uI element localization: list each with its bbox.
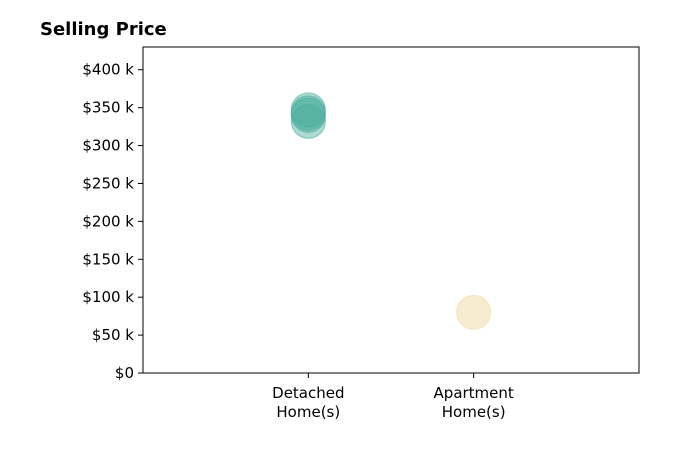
y-tick-label: $250 k [82,174,134,192]
x-tick-label: Detached Home(s) [272,384,344,421]
y-tick-label: $350 k [82,99,134,117]
chart-title: Selling Price [40,19,167,40]
x-tick-label-line: Home(s) [276,403,340,421]
y-tick-label: $300 k [82,137,134,155]
x-tick-label: Apartment Home(s) [434,384,514,421]
x-tick-label-line: Home(s) [442,403,506,421]
y-tick-label: $400 k [82,61,134,79]
y-tick-label: $50 k [92,326,134,344]
data-point [456,294,492,330]
x-tick-label-line: Apartment [434,384,514,402]
x-tick-label-line: Detached [272,384,344,402]
y-tick-label: $0 [115,364,134,382]
data-point [290,92,326,128]
y-tick-label: $100 k [82,288,134,306]
plot-area: $0 $50 k $100 k $150 k $200 k $250 k $300 k $35… [82,46,640,421]
y-tick-label: $200 k [82,212,134,230]
plot-frame [142,46,640,374]
y-tick-label: $150 k [82,250,134,268]
